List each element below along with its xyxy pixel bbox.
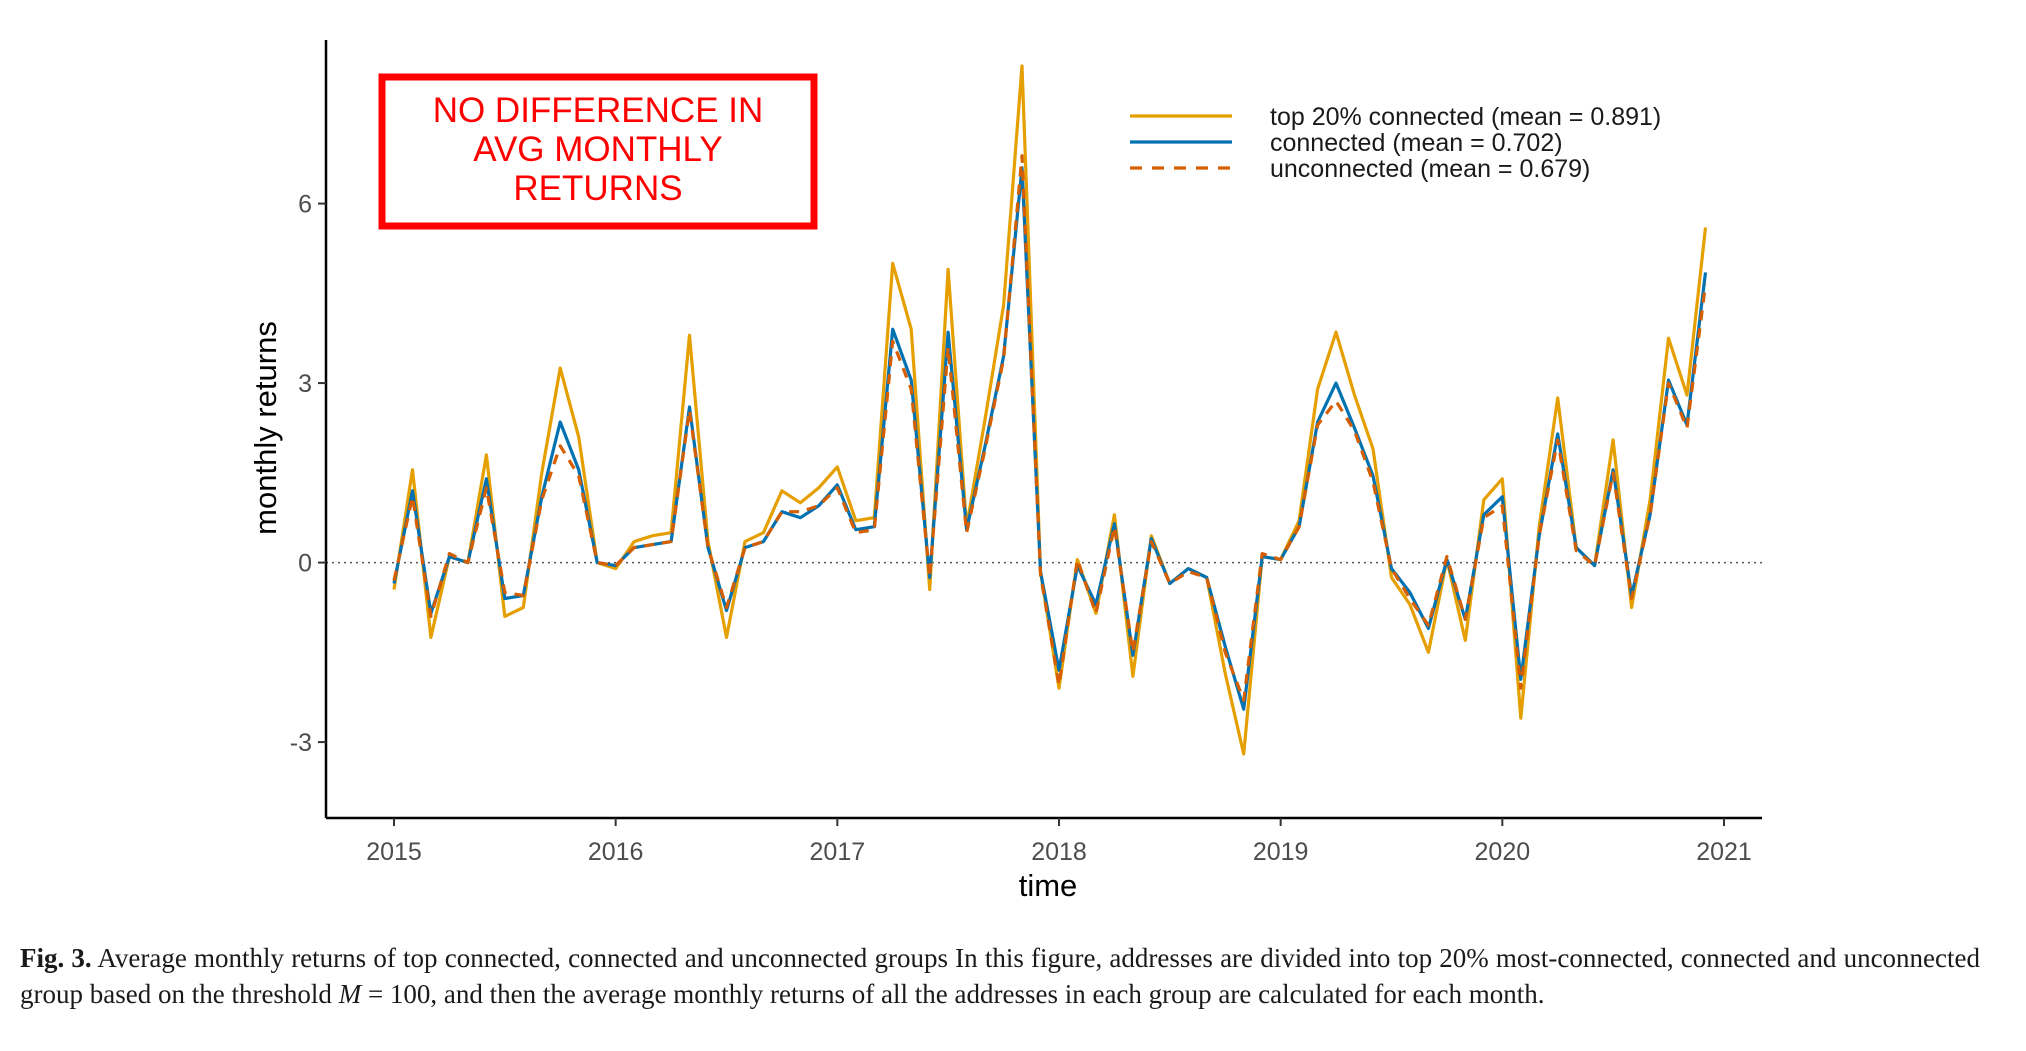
y-tick-label: 3 [298, 370, 312, 398]
x-axis-title: time [1019, 868, 1078, 903]
axes: -3 0 3 6 2015 2016 2017 2018 2019 2020 2021 time mon… [248, 40, 1762, 903]
caption-text-after: = 100, and then the average monthly retu… [367, 979, 1545, 1009]
series-lines [392, 64, 1708, 756]
caption-text-before: Average monthly returns of top connected… [20, 943, 1981, 1009]
y-tick-label: 6 [298, 191, 312, 219]
callout-text-line: AVG MONTHLY [473, 130, 723, 169]
callout-text-line: RETURNS [513, 169, 682, 208]
y-tick-label: 0 [298, 550, 312, 578]
legend-label-1: top 20% connected (mean = 0.891) [1270, 103, 1661, 131]
x-tick-label: 2021 [1696, 838, 1752, 866]
caption-math-variable: M [338, 979, 362, 1009]
x-tick-label: 2020 [1475, 838, 1531, 866]
callout-box [378, 73, 818, 230]
series-line-1 [392, 64, 1708, 756]
legend: top 20% connected (mean = 0.891)connecte… [1130, 103, 1661, 183]
caption-label: Fig. 3. [20, 943, 92, 973]
legend-label-2: connected (mean = 0.702) [1270, 129, 1563, 157]
line-chart: -3 0 3 6 2015 2016 2017 2018 2019 2020 2021 time mon… [248, 40, 1762, 903]
y-axis-title: monthly returns [248, 321, 283, 535]
y-tick-label: -3 [290, 729, 312, 757]
x-tick-label: 2018 [1031, 838, 1087, 866]
series-line-3 [392, 154, 1708, 702]
x-tick-label: 2019 [1253, 838, 1309, 866]
callout-text-line: NO DIFFERENCE IN [433, 91, 764, 130]
legend-label-3: unconnected (mean = 0.679) [1270, 155, 1590, 183]
figure-caption: Fig. 3. Average monthly returns of top c… [20, 940, 1980, 1012]
x-tick-label: 2015 [366, 838, 422, 866]
x-tick-label: 2017 [810, 838, 866, 866]
x-tick-label: 2016 [588, 838, 644, 866]
